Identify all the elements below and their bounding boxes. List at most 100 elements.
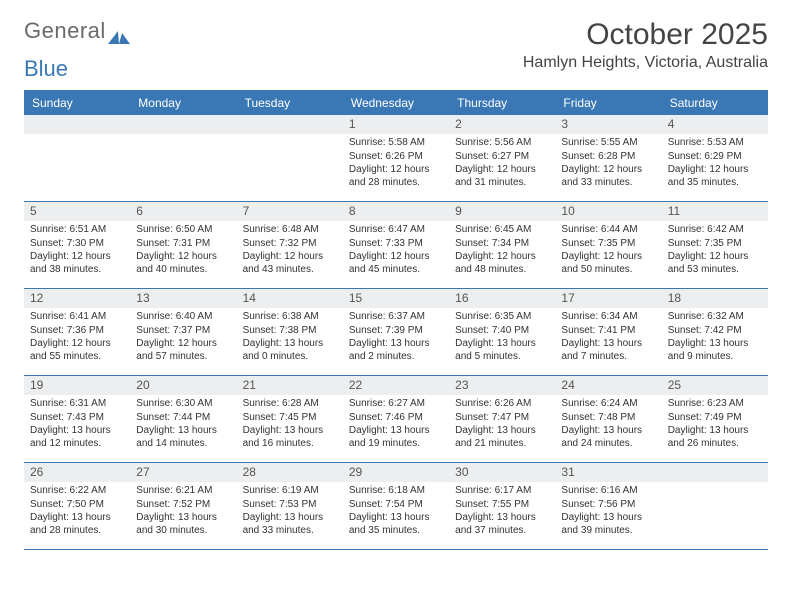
day-line: Sunrise: 5:53 AM — [668, 137, 762, 150]
weekday-saturday: Saturday — [662, 91, 768, 115]
day-number: 12 — [24, 289, 130, 308]
day-number: 10 — [555, 202, 661, 221]
calendar: Sunday Monday Tuesday Wednesday Thursday… — [24, 90, 768, 550]
day-number: 20 — [130, 376, 236, 395]
day-body — [662, 482, 768, 491]
day-cell: 21Sunrise: 6:28 AMSunset: 7:45 PMDayligh… — [237, 376, 343, 462]
day-line: Daylight: 12 hours and 43 minutes. — [243, 251, 337, 276]
day-body: Sunrise: 6:48 AMSunset: 7:32 PMDaylight:… — [237, 221, 343, 282]
day-number: 4 — [662, 115, 768, 134]
day-body: Sunrise: 6:50 AMSunset: 7:31 PMDaylight:… — [130, 221, 236, 282]
day-line: Sunset: 7:40 PM — [455, 325, 549, 338]
day-line: Sunset: 7:43 PM — [30, 412, 124, 425]
day-cell: 3Sunrise: 5:55 AMSunset: 6:28 PMDaylight… — [555, 115, 661, 201]
day-number: 6 — [130, 202, 236, 221]
day-cell: 1Sunrise: 5:58 AMSunset: 6:26 PMDaylight… — [343, 115, 449, 201]
day-line: Sunrise: 6:38 AM — [243, 311, 337, 324]
day-line: Daylight: 13 hours and 33 minutes. — [243, 512, 337, 537]
day-number: 3 — [555, 115, 661, 134]
day-number: 22 — [343, 376, 449, 395]
day-line: Daylight: 13 hours and 14 minutes. — [136, 425, 230, 450]
day-line: Daylight: 12 hours and 38 minutes. — [30, 251, 124, 276]
day-body — [130, 134, 236, 143]
day-body — [237, 134, 343, 143]
day-number: 23 — [449, 376, 555, 395]
day-cell: 29Sunrise: 6:18 AMSunset: 7:54 PMDayligh… — [343, 463, 449, 549]
day-line: Sunset: 6:28 PM — [561, 151, 655, 164]
day-line: Sunrise: 6:22 AM — [30, 485, 124, 498]
day-line: Sunset: 7:34 PM — [455, 238, 549, 251]
weekday-sunday: Sunday — [24, 91, 130, 115]
day-line: Daylight: 13 hours and 35 minutes. — [349, 512, 443, 537]
day-line: Daylight: 12 hours and 45 minutes. — [349, 251, 443, 276]
day-line: Sunrise: 6:45 AM — [455, 224, 549, 237]
day-cell: 25Sunrise: 6:23 AMSunset: 7:49 PMDayligh… — [662, 376, 768, 462]
day-line: Sunrise: 6:34 AM — [561, 311, 655, 324]
weeks-container: 1Sunrise: 5:58 AMSunset: 6:26 PMDaylight… — [24, 115, 768, 550]
day-body: Sunrise: 6:38 AMSunset: 7:38 PMDaylight:… — [237, 308, 343, 369]
day-body: Sunrise: 6:24 AMSunset: 7:48 PMDaylight:… — [555, 395, 661, 456]
day-line: Sunrise: 6:51 AM — [30, 224, 124, 237]
day-number: 5 — [24, 202, 130, 221]
day-cell: 8Sunrise: 6:47 AMSunset: 7:33 PMDaylight… — [343, 202, 449, 288]
day-cell: 23Sunrise: 6:26 AMSunset: 7:47 PMDayligh… — [449, 376, 555, 462]
day-number: 11 — [662, 202, 768, 221]
day-line: Sunset: 7:56 PM — [561, 499, 655, 512]
day-cell: 11Sunrise: 6:42 AMSunset: 7:35 PMDayligh… — [662, 202, 768, 288]
day-body: Sunrise: 6:44 AMSunset: 7:35 PMDaylight:… — [555, 221, 661, 282]
weekday-monday: Monday — [130, 91, 236, 115]
day-number: 16 — [449, 289, 555, 308]
day-line: Sunrise: 6:19 AM — [243, 485, 337, 498]
day-cell: 19Sunrise: 6:31 AMSunset: 7:43 PMDayligh… — [24, 376, 130, 462]
day-line: Sunset: 7:47 PM — [455, 412, 549, 425]
day-line: Daylight: 12 hours and 35 minutes. — [668, 164, 762, 189]
day-body: Sunrise: 6:34 AMSunset: 7:41 PMDaylight:… — [555, 308, 661, 369]
day-line: Sunset: 7:49 PM — [668, 412, 762, 425]
day-line: Sunset: 7:52 PM — [136, 499, 230, 512]
day-line: Sunset: 7:38 PM — [243, 325, 337, 338]
day-cell: 16Sunrise: 6:35 AMSunset: 7:40 PMDayligh… — [449, 289, 555, 375]
day-body: Sunrise: 6:51 AMSunset: 7:30 PMDaylight:… — [24, 221, 130, 282]
day-line: Sunset: 7:33 PM — [349, 238, 443, 251]
day-line: Sunset: 6:27 PM — [455, 151, 549, 164]
day-line: Sunrise: 5:55 AM — [561, 137, 655, 150]
day-cell: 30Sunrise: 6:17 AMSunset: 7:55 PMDayligh… — [449, 463, 555, 549]
day-cell — [662, 463, 768, 549]
day-line: Daylight: 13 hours and 26 minutes. — [668, 425, 762, 450]
day-line: Sunrise: 6:42 AM — [668, 224, 762, 237]
day-number: 17 — [555, 289, 661, 308]
day-number: 15 — [343, 289, 449, 308]
day-number: 24 — [555, 376, 661, 395]
day-line: Daylight: 12 hours and 55 minutes. — [30, 338, 124, 363]
logo-text-general: General — [24, 18, 106, 44]
day-line: Sunset: 7:44 PM — [136, 412, 230, 425]
day-body: Sunrise: 5:55 AMSunset: 6:28 PMDaylight:… — [555, 134, 661, 195]
day-number: 13 — [130, 289, 236, 308]
day-line: Sunset: 7:53 PM — [243, 499, 337, 512]
location-label: Hamlyn Heights, Victoria, Australia — [523, 54, 768, 72]
day-number: 29 — [343, 463, 449, 482]
day-line: Sunrise: 6:28 AM — [243, 398, 337, 411]
day-number — [24, 115, 130, 134]
day-line: Sunset: 7:42 PM — [668, 325, 762, 338]
day-line: Sunset: 7:55 PM — [455, 499, 549, 512]
day-line: Daylight: 13 hours and 0 minutes. — [243, 338, 337, 363]
day-body: Sunrise: 6:45 AMSunset: 7:34 PMDaylight:… — [449, 221, 555, 282]
day-body: Sunrise: 6:21 AMSunset: 7:52 PMDaylight:… — [130, 482, 236, 543]
day-line: Sunrise: 5:56 AM — [455, 137, 549, 150]
day-line: Daylight: 12 hours and 28 minutes. — [349, 164, 443, 189]
day-body: Sunrise: 6:17 AMSunset: 7:55 PMDaylight:… — [449, 482, 555, 543]
day-line: Sunrise: 6:41 AM — [30, 311, 124, 324]
day-body: Sunrise: 6:32 AMSunset: 7:42 PMDaylight:… — [662, 308, 768, 369]
day-number — [130, 115, 236, 134]
day-line: Sunrise: 6:16 AM — [561, 485, 655, 498]
day-line: Sunrise: 6:23 AM — [668, 398, 762, 411]
day-line: Sunset: 7:41 PM — [561, 325, 655, 338]
day-number: 19 — [24, 376, 130, 395]
day-cell: 4Sunrise: 5:53 AMSunset: 6:29 PMDaylight… — [662, 115, 768, 201]
title-block: October 2025 Hamlyn Heights, Victoria, A… — [523, 18, 768, 72]
day-line: Daylight: 13 hours and 24 minutes. — [561, 425, 655, 450]
day-line: Sunset: 7:30 PM — [30, 238, 124, 251]
day-body: Sunrise: 6:41 AMSunset: 7:36 PMDaylight:… — [24, 308, 130, 369]
week-row: 5Sunrise: 6:51 AMSunset: 7:30 PMDaylight… — [24, 202, 768, 289]
